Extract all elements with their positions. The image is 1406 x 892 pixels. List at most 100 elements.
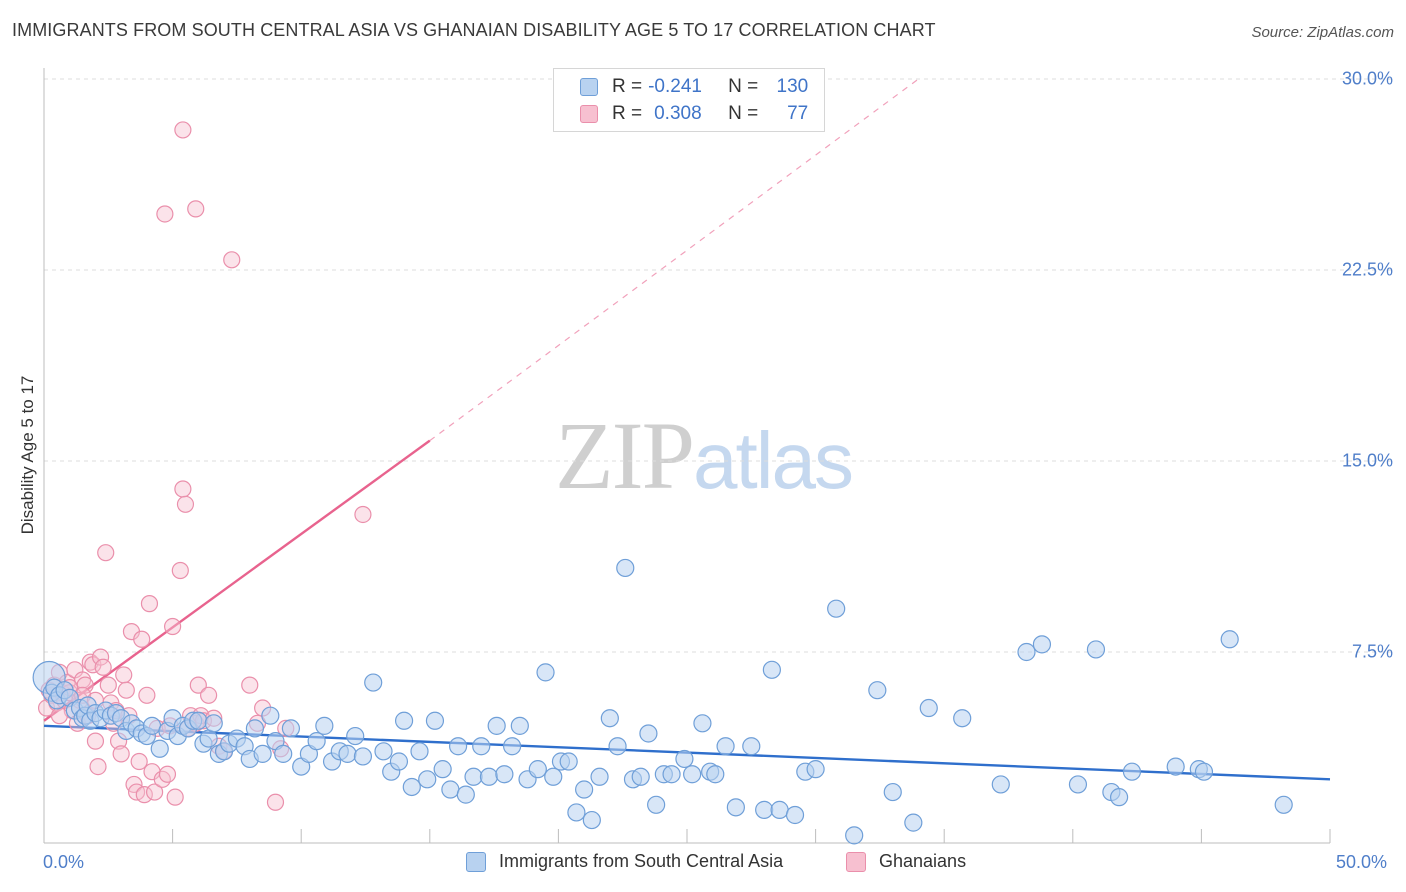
legend-n-value-blue: 130 <box>776 76 809 97</box>
legend-row-pink: R = 0.308 N = 77 <box>580 102 808 126</box>
y-tick-label: 22.5% <box>1341 259 1393 280</box>
ghanaians-point <box>97 544 115 562</box>
immigrants-point <box>1068 775 1088 794</box>
ghanaians-point <box>187 200 205 218</box>
immigrants-point <box>189 711 208 730</box>
immigrants-point <box>726 798 745 817</box>
immigrants-point <box>806 760 825 779</box>
immigrants-point <box>1109 788 1129 807</box>
immigrants-points <box>32 558 1293 845</box>
immigrants-point <box>495 765 514 784</box>
immigrants-point <box>631 767 650 786</box>
ghanaians-point <box>50 707 69 725</box>
immigrants-point <box>487 716 506 735</box>
immigrants-point <box>742 737 761 756</box>
ghanaians-point <box>164 617 182 636</box>
immigrants-point <box>544 767 563 786</box>
immigrants-point <box>1017 642 1036 662</box>
legend-r-label: R = <box>612 103 643 124</box>
correlation-legend: R = -0.241 N = 130 R = 0.308 N = 77 <box>553 68 825 132</box>
immigrants-point <box>716 737 735 756</box>
ghanaians-point <box>145 783 164 801</box>
ghanaians-point <box>174 121 192 139</box>
immigrants-point <box>338 744 357 763</box>
immigrants-point <box>425 711 445 730</box>
ghanaians-point <box>223 251 241 269</box>
immigrants-point <box>142 716 162 735</box>
bottom-legend-blue[interactable]: Immigrants from South Central Asia <box>466 851 783 872</box>
immigrants-point <box>559 752 578 771</box>
immigrants-point <box>479 767 499 786</box>
immigrants-point <box>456 785 475 804</box>
immigrants-point <box>346 726 365 746</box>
immigrants-point <box>827 599 846 618</box>
legend-r-value-blue: -0.241 <box>648 76 702 97</box>
legend-n-value-pink: 77 <box>787 103 809 124</box>
immigrants-point <box>845 826 864 845</box>
immigrants-point <box>1220 630 1239 649</box>
source-label: Source: ZipAtlas.com <box>1251 24 1394 41</box>
immigrants-point <box>662 765 681 784</box>
ghanaians-point <box>153 770 171 788</box>
immigrants-point <box>1032 635 1052 654</box>
ghanaians-point <box>135 786 153 804</box>
immigrants-point <box>953 709 972 728</box>
ghanaians-point <box>91 648 110 666</box>
ghanaians-trend-extension <box>429 78 919 442</box>
axes <box>43 68 1331 844</box>
bottom-legend-label-pink: Ghanaians <box>879 851 967 871</box>
immigrants-point <box>199 729 218 748</box>
immigrants-point <box>528 760 547 779</box>
legend-n-label: N = <box>728 103 759 124</box>
ghanaians-point <box>81 653 99 671</box>
bottom-legend-pink[interactable]: Ghanaians <box>846 851 966 872</box>
immigrants-point <box>245 719 265 738</box>
immigrants-point <box>590 767 609 786</box>
immigrants-point <box>374 742 393 761</box>
ghanaians-point <box>166 788 184 806</box>
y-tick-label: 15.0% <box>1341 450 1393 471</box>
immigrants-point <box>510 716 529 735</box>
ghanaians-point <box>189 676 207 694</box>
ghanaians-point <box>241 676 259 694</box>
ghanaians-point <box>266 793 285 811</box>
immigrants-point <box>1194 762 1214 781</box>
immigrants-point <box>503 737 522 756</box>
ghanaians-point <box>133 630 151 648</box>
ghanaians-point <box>158 765 177 783</box>
immigrants-point <box>608 737 627 756</box>
ghanaians-point <box>130 752 148 771</box>
immigrants-point <box>770 800 789 819</box>
ghanaians-point <box>89 757 107 776</box>
immigrants-point <box>418 770 437 789</box>
grid-lines <box>44 78 1392 653</box>
immigrants-point <box>639 724 658 743</box>
immigrants-point <box>582 810 601 830</box>
immigrants-point <box>919 698 938 718</box>
immigrants-point <box>1166 757 1185 776</box>
legend-r-value-pink: 0.308 <box>654 103 702 124</box>
immigrants-point <box>274 744 293 763</box>
immigrants-point <box>762 660 781 679</box>
immigrants-point <box>536 663 555 682</box>
trend-lines <box>43 78 1331 781</box>
immigrants-point <box>281 719 301 738</box>
immigrants-point <box>785 805 805 825</box>
x-tick-label-max: 50.0% <box>1336 852 1388 872</box>
legend-row-blue: R = -0.241 N = 130 <box>580 75 808 99</box>
chart-title: IMMIGRANTS FROM SOUTH CENTRAL ASIA VS GH… <box>12 20 936 40</box>
immigrants-point <box>150 739 169 758</box>
immigrants-point <box>472 737 491 756</box>
legend-swatch-pink <box>580 105 598 123</box>
immigrants-point <box>904 813 923 832</box>
immigrants-point <box>307 732 326 751</box>
legend-n-label: N = <box>728 76 759 97</box>
immigrants-point <box>315 716 334 735</box>
ghanaians-point <box>140 595 159 613</box>
ghanaians-point <box>94 658 112 676</box>
immigrants-point <box>353 747 373 766</box>
immigrants-point <box>683 765 702 784</box>
immigrants-point <box>464 767 483 786</box>
immigrants-point <box>693 714 712 733</box>
bottom-legend-swatch-blue <box>466 851 486 872</box>
